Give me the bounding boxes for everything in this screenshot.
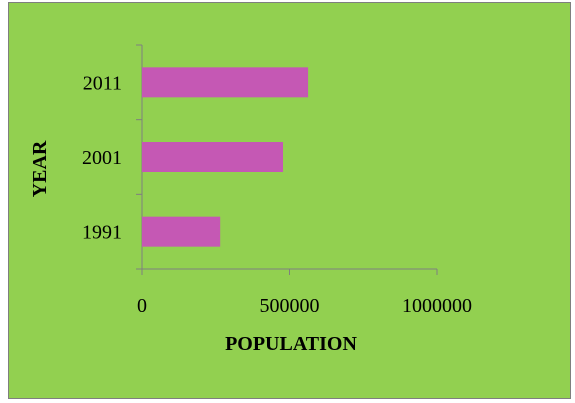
y-axis-title: YEAR	[29, 140, 51, 197]
x-axis-title: POPULATION	[225, 333, 357, 355]
chart-area: 0 500000 1000000 1991 2001 2011 POPULATION YE…	[8, 2, 571, 399]
bars	[142, 67, 309, 247]
x-tick-label: 1000000	[402, 295, 472, 317]
bar-2011	[142, 67, 309, 98]
tick-labels: 0 500000 1000000 1991 2001 2011	[82, 72, 472, 317]
population-bar-chart: 0 500000 1000000 1991 2001 2011 POPULATION YE…	[29, 44, 472, 355]
x-tick-label: 0	[137, 295, 147, 317]
y-tick-label: 2011	[83, 72, 122, 94]
x-tick-label: 500000	[260, 295, 320, 317]
y-tick-label: 1991	[82, 222, 122, 244]
bar-2001	[142, 142, 284, 172]
y-tick-label: 2001	[82, 147, 122, 169]
bar-1991	[142, 216, 221, 247]
